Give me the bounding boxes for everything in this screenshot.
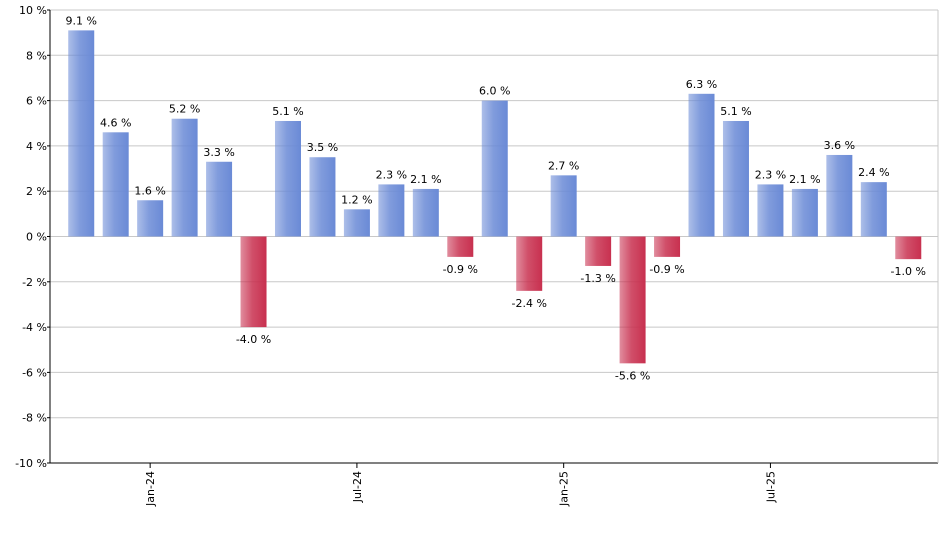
y-tick-label: 8 %: [26, 49, 47, 62]
value-label: 5.1 %: [720, 105, 751, 118]
bar: [137, 200, 164, 237]
bar: [378, 184, 405, 237]
bar: [791, 188, 818, 237]
y-tick-label: 6 %: [26, 95, 47, 108]
x-tick-label: Jul-25: [764, 471, 777, 503]
bar: [274, 120, 301, 237]
bar: [343, 209, 370, 237]
y-tick-label: -10 %: [15, 457, 47, 470]
bar: [206, 161, 233, 237]
value-label: 2.4 %: [858, 166, 889, 179]
bar: [447, 236, 474, 257]
y-tick-label: 4 %: [26, 140, 47, 153]
value-label: 1.6 %: [134, 184, 165, 197]
value-label: 6.0 %: [479, 85, 510, 98]
value-label: 3.6 %: [824, 139, 855, 152]
bar: [826, 154, 853, 237]
value-label: -5.6 %: [615, 369, 650, 382]
x-tick-label: Jan-25: [558, 471, 571, 507]
bar: [102, 132, 129, 237]
value-label: 5.1 %: [272, 105, 303, 118]
bar: [309, 157, 336, 237]
value-label: -1.0 %: [891, 265, 926, 278]
x-tick-label: Jul-24: [351, 471, 364, 503]
value-label: 1.2 %: [341, 193, 372, 206]
bar: [68, 30, 95, 237]
y-tick-label: 0 %: [26, 231, 47, 244]
bar: [654, 236, 681, 257]
bar: [481, 100, 508, 237]
value-label: 2.7 %: [548, 159, 579, 172]
bar: [171, 118, 198, 237]
value-label: -0.9 %: [443, 263, 478, 276]
value-label: 4.6 %: [100, 116, 131, 129]
bar: [619, 236, 646, 364]
y-tick-label: -4 %: [22, 321, 47, 334]
y-tick-label: 10 %: [19, 4, 47, 17]
value-label: 6.3 %: [686, 78, 717, 91]
value-label: 2.3 %: [376, 168, 407, 181]
value-label: -2.4 %: [511, 297, 546, 310]
value-label: -0.9 %: [649, 263, 684, 276]
value-label: 9.1 %: [66, 14, 97, 27]
value-label: 2.3 %: [755, 168, 786, 181]
bar: [860, 182, 887, 237]
y-tick-label: -6 %: [22, 366, 47, 379]
value-label: -4.0 %: [236, 333, 271, 346]
value-label: 3.5 %: [307, 141, 338, 154]
bar: [895, 236, 922, 260]
y-tick-label: -2 %: [22, 276, 47, 289]
y-tick-label: -8 %: [22, 412, 47, 425]
bar: [722, 120, 749, 237]
x-tick-label: Jan-24: [144, 471, 157, 507]
value-label: 2.1 %: [789, 173, 820, 186]
bar: [585, 236, 612, 266]
bar: [757, 184, 784, 237]
bar: [550, 175, 577, 237]
y-tick-label: 2 %: [26, 185, 47, 198]
value-label: 5.2 %: [169, 103, 200, 116]
bar: [412, 188, 439, 237]
value-label: -1.3 %: [580, 272, 615, 285]
value-label: 3.3 %: [203, 146, 234, 159]
value-label: 2.1 %: [410, 173, 441, 186]
bar: [688, 93, 715, 237]
bar: [516, 236, 543, 291]
bar: [240, 236, 267, 328]
